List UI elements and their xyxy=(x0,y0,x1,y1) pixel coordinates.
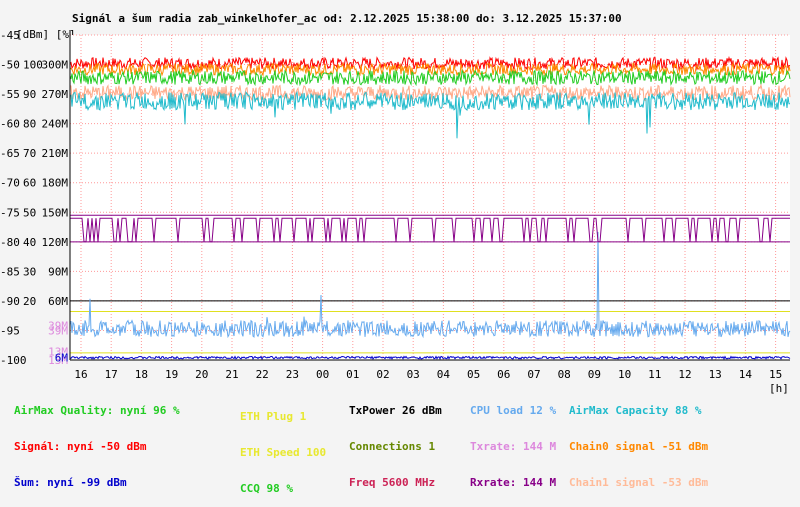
y-tick-rate: 60M xyxy=(48,295,68,308)
x-tick-label: 05 xyxy=(467,368,480,381)
x-axis-unit-label: [h] xyxy=(769,382,789,395)
y-tick-dbm: -85 xyxy=(0,265,20,278)
x-tick-label: 21 xyxy=(225,368,238,381)
y-tick-rate-low: 39M xyxy=(48,320,68,333)
legend-col2: ETH Plug 1 ETH Speed 100 CCQ 98 % xyxy=(240,387,326,507)
y-tick-pct: 20 xyxy=(23,295,36,308)
x-tick-label: 01 xyxy=(346,368,359,381)
legend-txpower: TxPower 26 dBm xyxy=(349,404,442,417)
legend-cpu-load: CPU load 12 % xyxy=(470,404,557,417)
y-tick-rate: 90M xyxy=(48,265,68,278)
y-tick-rate: 13M xyxy=(48,354,68,367)
x-tick-label: 00 xyxy=(316,368,329,381)
y-tick-dbm: -95 xyxy=(0,324,20,337)
x-tick-label: 10 xyxy=(618,368,631,381)
y-axis-unit-label: [dBm] [%] xyxy=(16,28,76,41)
y-tick-rate-low: 6M xyxy=(55,352,69,365)
x-tick-label: 09 xyxy=(588,368,601,381)
y-tick-dbm: -70 xyxy=(0,177,20,190)
x-tick-label: 20 xyxy=(195,368,208,381)
signal-noise-chart: Signál a šum radia zab_winkelhofer_ac od… xyxy=(0,12,791,395)
legend-col5: AirMax Capacity 88 % Chain0 signal -51 d… xyxy=(569,381,708,501)
y-tick-rate: 300M xyxy=(42,59,69,72)
x-tick-label: 11 xyxy=(648,368,661,381)
legend-chain0: Chain0 signal -51 dBm xyxy=(569,440,709,453)
legend-txrate: Txrate: 144 M xyxy=(470,440,557,453)
chart-title: Signál a šum radia zab_winkelhofer_ac od… xyxy=(72,12,622,25)
legend-noise: Šum: nyní -99 dBm xyxy=(14,476,127,489)
x-tick-label: 22 xyxy=(256,368,269,381)
series-line xyxy=(69,68,791,87)
x-tick-label: 19 xyxy=(165,368,178,381)
plot-area xyxy=(70,35,790,360)
series-line xyxy=(70,217,790,243)
x-tick-label: 04 xyxy=(437,368,451,381)
legend-eth-speed: ETH Speed 100 xyxy=(240,446,327,459)
series-line xyxy=(69,61,791,77)
x-tick-label: 08 xyxy=(558,368,571,381)
x-tick-label: 13 xyxy=(709,368,722,381)
y-tick-rate: 240M xyxy=(42,118,69,131)
y-tick-pct: 50 xyxy=(23,206,36,219)
y-tick-dbm: -55 xyxy=(0,88,20,101)
legend-chain1: Chain1 signal -53 dBm xyxy=(569,476,709,489)
y-tick-dbm: -50 xyxy=(0,59,20,72)
y-tick-rate: 270M xyxy=(42,88,69,101)
y-tick-pct: 90 xyxy=(23,88,36,101)
y-tick-rate: 39M xyxy=(48,324,68,337)
y-tick-rate: 180M xyxy=(42,177,69,190)
x-tick-label: 07 xyxy=(527,368,540,381)
x-tick-label: 16 xyxy=(74,368,87,381)
y-tick-pct: 100 xyxy=(23,59,43,72)
series-line xyxy=(69,355,791,360)
legend-signal: Signál: nyní -50 dBm xyxy=(14,440,147,453)
y-tick-rate: 210M xyxy=(42,147,69,160)
y-tick-pct: 80 xyxy=(23,118,36,131)
legend-col1: AirMax Quality: nyní 96 % Signál: nyní -… xyxy=(14,381,180,501)
legend-col4: CPU load 12 % Txrate: 144 M Rxrate: 144 … xyxy=(470,381,556,501)
y-tick-dbm: -90 xyxy=(0,295,20,308)
x-tick-label: 14 xyxy=(739,368,753,381)
legend-eth-plug: ETH Plug 1 xyxy=(240,410,307,423)
x-tick-label: 06 xyxy=(497,368,510,381)
legend-airmax-capacity: AirMax Capacity 88 % xyxy=(569,404,702,417)
y-tick-dbm: -45 xyxy=(0,29,20,42)
x-tick-label: 15 xyxy=(769,368,782,381)
y-tick-rate-low: 13M xyxy=(48,346,68,359)
series-line xyxy=(69,90,790,139)
y-tick-dbm: -80 xyxy=(0,236,20,249)
series-line xyxy=(69,231,791,339)
legend-col3: TxPower 26 dBm Connections 1 Freq 5600 M… xyxy=(349,381,442,501)
legend-ccq: CCQ 98 % xyxy=(240,482,293,495)
y-tick-dbm: -60 xyxy=(0,118,20,131)
y-tick-rate: 120M xyxy=(42,236,69,249)
y-tick-dbm: -65 xyxy=(0,147,20,160)
y-tick-pct: 70 xyxy=(23,147,36,160)
y-tick-pct: 60 xyxy=(23,177,36,190)
x-tick-label: 23 xyxy=(286,368,299,381)
y-tick-dbm: -75 xyxy=(0,206,20,219)
legend-connections: Connections 1 xyxy=(349,440,436,453)
legend-freq: Freq 5600 MHz xyxy=(349,476,436,489)
legend-airmax-quality: AirMax Quality: nyní 96 % xyxy=(14,404,180,417)
y-tick-pct: 40 xyxy=(23,236,36,249)
y-tick-dbm: -100 xyxy=(0,354,27,367)
x-tick-label: 02 xyxy=(376,368,389,381)
x-tick-label: 17 xyxy=(105,368,118,381)
x-tick-label: 18 xyxy=(135,368,148,381)
x-tick-label: 03 xyxy=(407,368,420,381)
y-tick-rate: 150M xyxy=(42,206,69,219)
x-tick-label: 12 xyxy=(678,368,691,381)
legend-rxrate: Rxrate: 144 M xyxy=(470,476,557,489)
y-tick-pct: 30 xyxy=(23,265,36,278)
